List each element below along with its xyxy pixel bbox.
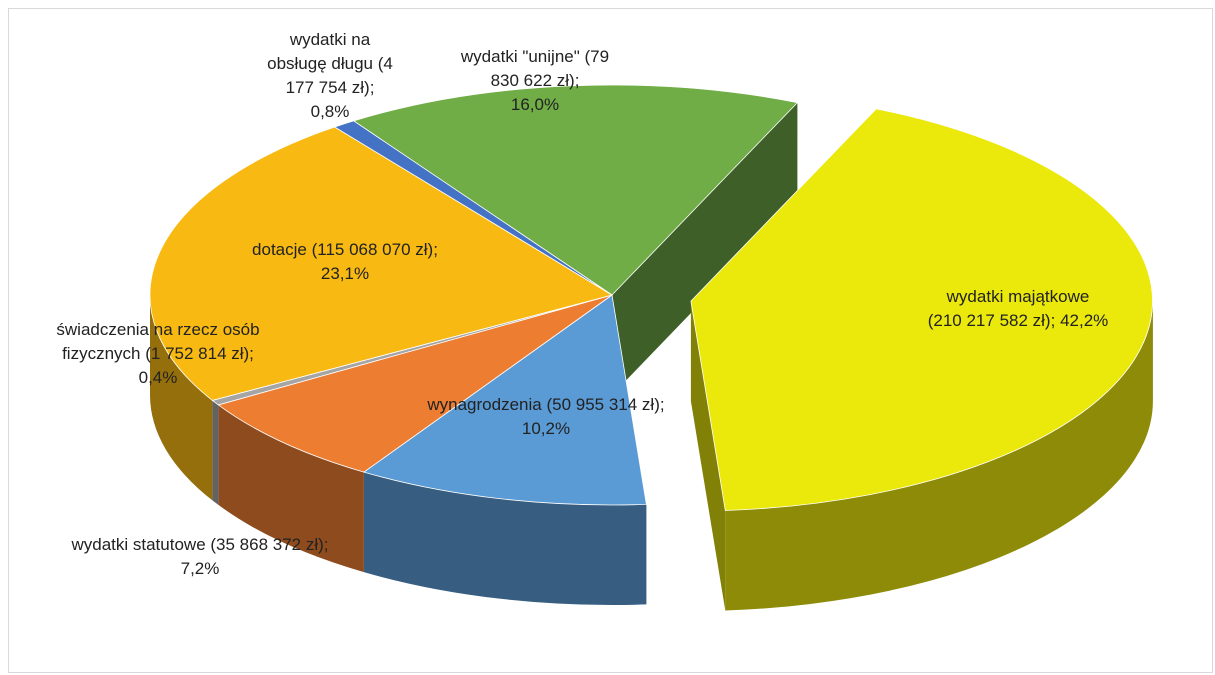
- pie-slice-side: [150, 295, 213, 501]
- pie-slice: [217, 294, 613, 473]
- slice-percent: 10,2%: [521, 419, 571, 438]
- slice-amount: (115 068 070 zł);: [311, 240, 438, 259]
- slice-amount: (50 955 314 zł);: [546, 395, 665, 414]
- pie-slice-side: [212, 400, 219, 505]
- slice-percent: 0,4%: [138, 368, 178, 387]
- data-label: świadczenia na rzecz osób fizycznych (1 …: [33, 318, 283, 390]
- slice-percent: 7,2%: [180, 559, 220, 578]
- slice-amount: (1 752 814 zł);: [145, 344, 254, 363]
- pie-slice-side: [218, 404, 364, 573]
- slice-name: wydatki "unijne": [460, 47, 580, 66]
- data-label: dotacje (115 068 070 zł); 23,1%: [210, 238, 480, 286]
- slice-percent: 16,0%: [510, 95, 560, 114]
- data-label: wydatki na obsługę długu (4 177 754 zł);…: [260, 28, 400, 124]
- pie-slice-wall: [690, 301, 726, 611]
- pie-slice-side: [725, 301, 1153, 611]
- slice-name: wydatki na obsługę długu: [267, 30, 373, 73]
- slice-amount: (35 868 372 zł);: [210, 535, 329, 554]
- pie-slice: [333, 120, 613, 296]
- slice-name: wynagrodzenia: [427, 395, 542, 414]
- slice-percent: 0,8%: [310, 102, 350, 121]
- slice-amount: (4 177 754 zł);: [285, 54, 393, 97]
- pie-slice-side: [363, 472, 647, 605]
- data-label: wydatki majątkowe (210 217 582 zł); 42,2…: [873, 285, 1163, 333]
- data-label: wydatki "unijne" (79 830 622 zł); 16,0%: [450, 45, 620, 117]
- pie-slice: [690, 108, 1153, 511]
- slice-amount: (79 830 622 zł);: [490, 47, 610, 90]
- slice-name: dotacje: [252, 240, 307, 259]
- slice-name: wydatki majątkowe: [946, 287, 1090, 306]
- slice-name: wydatki statutowe: [71, 535, 206, 554]
- data-label: wynagrodzenia (50 955 314 zł); 10,2%: [381, 393, 711, 441]
- pie-slice: [362, 294, 647, 506]
- chart-frame: [8, 8, 1213, 673]
- slice-name: świadczenia na rzecz osób fizycznych: [56, 320, 260, 363]
- pie-slice: [149, 126, 614, 401]
- slice-amount: (210 217 582 zł);: [927, 311, 1056, 330]
- data-label: wydatki statutowe (35 868 372 zł); 7,2%: [20, 533, 380, 581]
- slice-percent: 23,1%: [320, 264, 370, 283]
- slice-percent: 42,2%: [1060, 311, 1109, 330]
- pie-slice: [352, 84, 799, 296]
- pie-slice-wall: [612, 102, 798, 395]
